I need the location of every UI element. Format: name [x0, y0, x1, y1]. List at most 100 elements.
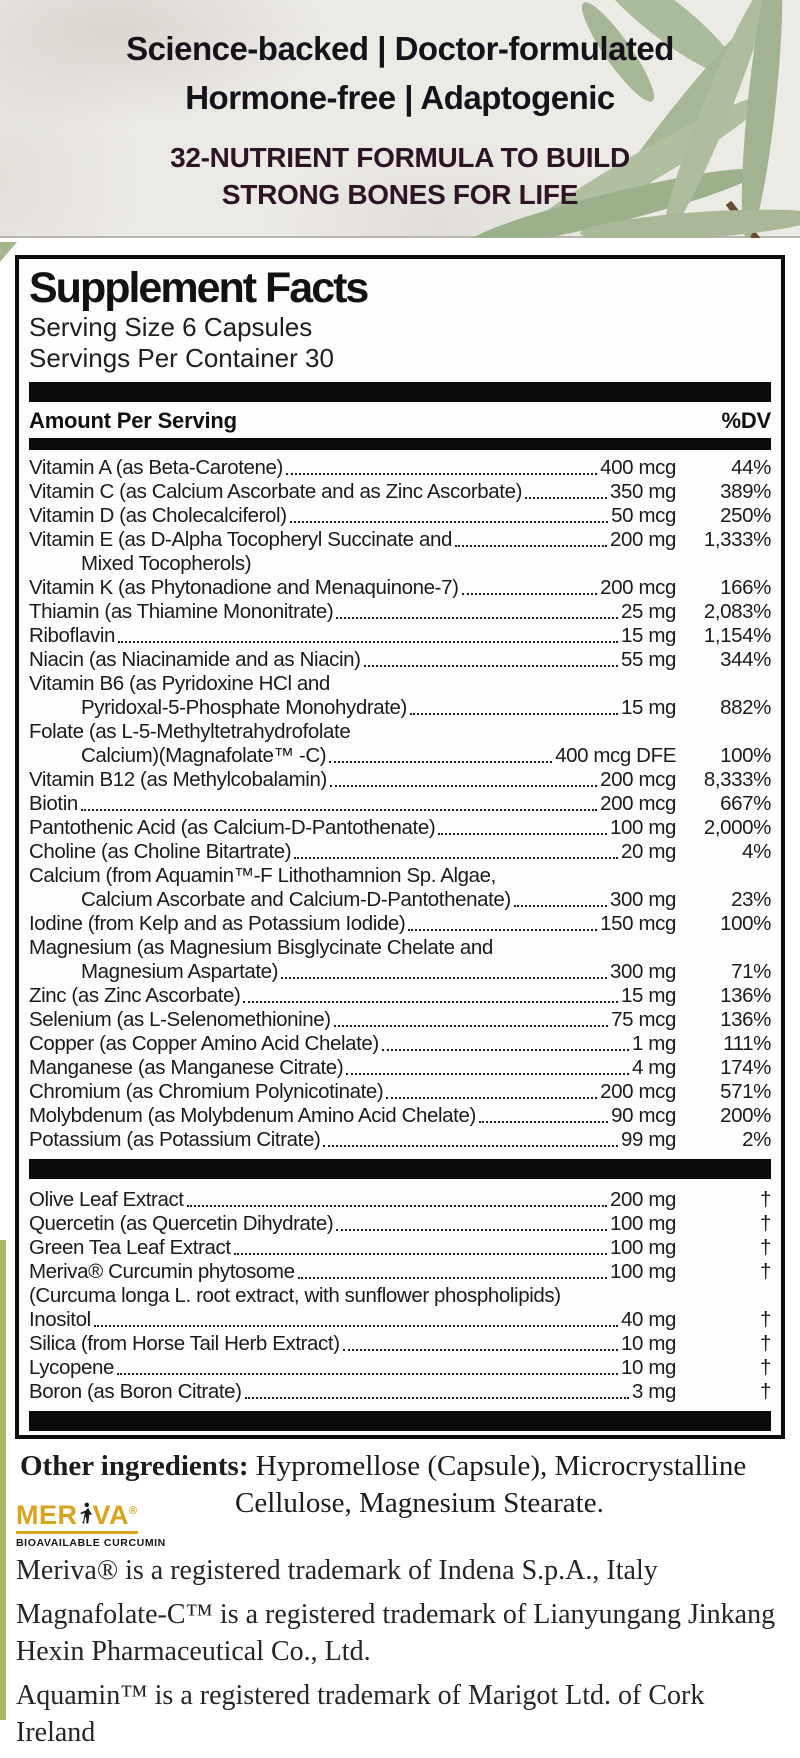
- runner-icon: [79, 1502, 92, 1524]
- dot-leader: [329, 761, 553, 763]
- nutrient-dv: 111%: [723, 1032, 771, 1055]
- nutrient-amount: 40 mg: [621, 1308, 676, 1331]
- nutrient-amount: 300 mg: [610, 960, 676, 983]
- nutrient-dv: †: [759, 1332, 771, 1355]
- nutrient-name: Calcium (from Aquamin™-F Lithothamnion S…: [29, 864, 496, 887]
- nutrient-amount: 15 mg: [621, 624, 676, 647]
- dot-leader: [297, 1277, 608, 1279]
- dot-leader: [525, 497, 608, 499]
- nutrient-name: Iodine (from Kelp and as Potassium Iodid…: [29, 912, 406, 935]
- nutrient-row: Vitamin B12 (as Methylcobalamin) 200 mcg…: [29, 768, 771, 792]
- nutrient-name: Thiamin (as Thiamine Mononitrate): [29, 600, 334, 623]
- nutrient-rows-main: Vitamin A (as Beta-Carotene) 400 mcg 44%…: [29, 456, 771, 1152]
- nutrient-name: Niacin (as Niacinamide and as Niacin): [29, 648, 361, 671]
- dot-leader: [381, 1049, 630, 1051]
- nutrient-dv: 250%: [720, 504, 771, 527]
- nutrient-amount: 20 mg: [621, 840, 676, 863]
- nutrient-row: Iodine (from Kelp and as Potassium Iodid…: [29, 912, 771, 936]
- trademark-line: Meriva® is a registered trademark of Ind…: [16, 1555, 658, 1586]
- nutrient-name: Vitamin A (as Beta-Carotene): [29, 456, 283, 479]
- nutrient-dv: †: [759, 1308, 771, 1331]
- header-banner: Science-backed | Doctor-formulated Hormo…: [0, 0, 800, 238]
- nutrient-row: Calcium Ascorbate and Calcium-D-Pantothe…: [29, 888, 771, 912]
- nutrient-dv: 100%: [720, 912, 771, 935]
- nutrient-row: Calcium)(Magnafolate™ -C) 400 mcg DFE 10…: [29, 744, 771, 768]
- nutrient-name: Olive Leaf Extract: [29, 1188, 184, 1211]
- dot-leader: [346, 1073, 630, 1075]
- column-header-amount: Amount Per Serving: [29, 408, 237, 433]
- nutrient-amount: 100 mg: [610, 816, 676, 839]
- nutrient-name: Magnesium Aspartate): [81, 960, 279, 983]
- nutrient-dv: 389%: [720, 480, 771, 503]
- column-header-row: Amount Per Serving %DV: [29, 405, 771, 438]
- nutrient-dv: 2,000%: [703, 816, 772, 839]
- dot-leader: [233, 1253, 608, 1255]
- nutrient-row: Magnesium (as Magnesium Bisglycinate Che…: [29, 936, 771, 960]
- nutrient-amount: 50 mcg: [611, 504, 676, 527]
- nutrient-row: Olive Leaf Extract 200 mg †: [29, 1188, 771, 1212]
- nutrient-amount: 350 mg: [610, 480, 676, 503]
- nutrient-name: Calcium)(Magnafolate™ -C): [81, 744, 327, 767]
- dot-leader: [408, 929, 598, 931]
- nutrient-row: Meriva® Curcumin phytosome 100 mg †: [29, 1260, 771, 1284]
- dot-leader: [243, 1001, 619, 1003]
- dot-leader: [478, 1121, 609, 1123]
- nutrient-amount: 100 mg: [610, 1212, 676, 1235]
- nutrient-dv: 882%: [720, 696, 771, 719]
- nutrient-row: Selenium (as L-Selenomethionine) 75 mcg …: [29, 1008, 771, 1032]
- nutrient-row: Lycopene 10 mg †: [29, 1356, 771, 1380]
- nutrient-dv: 136%: [720, 1008, 771, 1031]
- nutrient-name: Potassium (as Potassium Citrate): [29, 1128, 321, 1151]
- nutrient-amount: 200 mcg: [600, 576, 676, 599]
- nutrient-amount: 200 mcg: [600, 1080, 676, 1103]
- nutrient-name: Silica (from Horse Tail Herb Extract): [29, 1332, 340, 1355]
- nutrient-row: Vitamin C (as Calcium Ascorbate and as Z…: [29, 480, 771, 504]
- header-title-line1: Science-backed | Doctor-formulated: [126, 30, 674, 67]
- nutrient-row: Green Tea Leaf Extract 100 mg †: [29, 1236, 771, 1260]
- nutrient-name: Calcium Ascorbate and Calcium-D-Pantothe…: [81, 888, 511, 911]
- dot-leader: [342, 1349, 619, 1351]
- nutrient-row: Choline (as Choline Bitartrate) 20 mg 4%: [29, 840, 771, 864]
- meriva-word-left: MER: [16, 1500, 78, 1530]
- dot-leader: [409, 713, 619, 715]
- meriva-logo-subtitle: BIOAVAILABLE CURCUMIN: [16, 1537, 166, 1549]
- nutrient-row: Zinc (as Zinc Ascorbate) 15 mg 136%: [29, 984, 771, 1008]
- supplement-facts-panel: Supplement Facts Serving Size 6 Capsules…: [15, 255, 785, 1439]
- nutrient-name: Zinc (as Zinc Ascorbate): [29, 984, 241, 1007]
- nutrient-name: Lycopene: [29, 1356, 114, 1379]
- header-title-line2: Hormone-free | Adaptogenic: [185, 79, 615, 116]
- nutrient-row: Niacin (as Niacinamide and as Niacin) 55…: [29, 648, 771, 672]
- nutrient-row: Biotin 200 mcg 667%: [29, 792, 771, 816]
- header-subtitle-line2: STRONG BONES FOR LIFE: [221, 179, 579, 210]
- nutrient-row: Mixed Tocopherols): [29, 552, 771, 576]
- header-subtitle: 32-NUTRIENT FORMULA TO BUILD STRONG BONE…: [0, 139, 800, 213]
- leaf-tip-decoration: [0, 242, 17, 262]
- nutrient-amount: 200 mcg: [600, 792, 676, 815]
- nutrient-amount: 10 mg: [621, 1332, 676, 1355]
- other-ingredients-label: Other ingredients:: [20, 1450, 249, 1482]
- nutrient-row: Pyridoxal-5-Phosphate Monohydrate) 15 mg…: [29, 696, 771, 720]
- nutrient-name: Copper (as Copper Amino Acid Chelate): [29, 1032, 379, 1055]
- nutrient-name: Magnesium (as Magnesium Bisglycinate Che…: [29, 936, 493, 959]
- nutrient-row: Pantothenic Acid (as Calcium-D-Pantothen…: [29, 816, 771, 840]
- nutrient-row: Vitamin B6 (as Pyridoxine HCl and: [29, 672, 771, 696]
- dot-leader: [386, 1097, 598, 1099]
- nutrient-name: Meriva® Curcumin phytosome: [29, 1260, 295, 1283]
- nutrient-row: Magnesium Aspartate) 300 mg 71%: [29, 960, 771, 984]
- nutrient-amount: 200 mg: [610, 1188, 676, 1211]
- dot-leader: [116, 1373, 619, 1375]
- nutrient-dv: †: [759, 1188, 771, 1211]
- supplement-facts-title: Supplement Facts: [29, 264, 369, 312]
- other-ingredients-line2: Cellulose, Magnesium Stearate.: [235, 1487, 604, 1519]
- dot-leader: [336, 617, 619, 619]
- header-subtitle-line1: 32-NUTRIENT FORMULA TO BUILD: [170, 142, 630, 173]
- nutrient-row: Quercetin (as Quercetin Dihydrate) 100 m…: [29, 1212, 771, 1236]
- dot-leader: [285, 473, 598, 475]
- nutrient-amount: 400 mcg: [600, 456, 676, 479]
- nutrient-name: Manganese (as Manganese Citrate): [29, 1056, 344, 1079]
- nutrient-amount: 300 mg: [610, 888, 676, 911]
- nutrient-dv: 8,333%: [703, 768, 772, 791]
- nutrient-dv: 571%: [720, 1080, 771, 1103]
- trademark-line: Aquamin™ is a registered trademark of Ma…: [16, 1680, 705, 1748]
- nutrient-name: Vitamin K (as Phytonadione and Menaquino…: [29, 576, 459, 599]
